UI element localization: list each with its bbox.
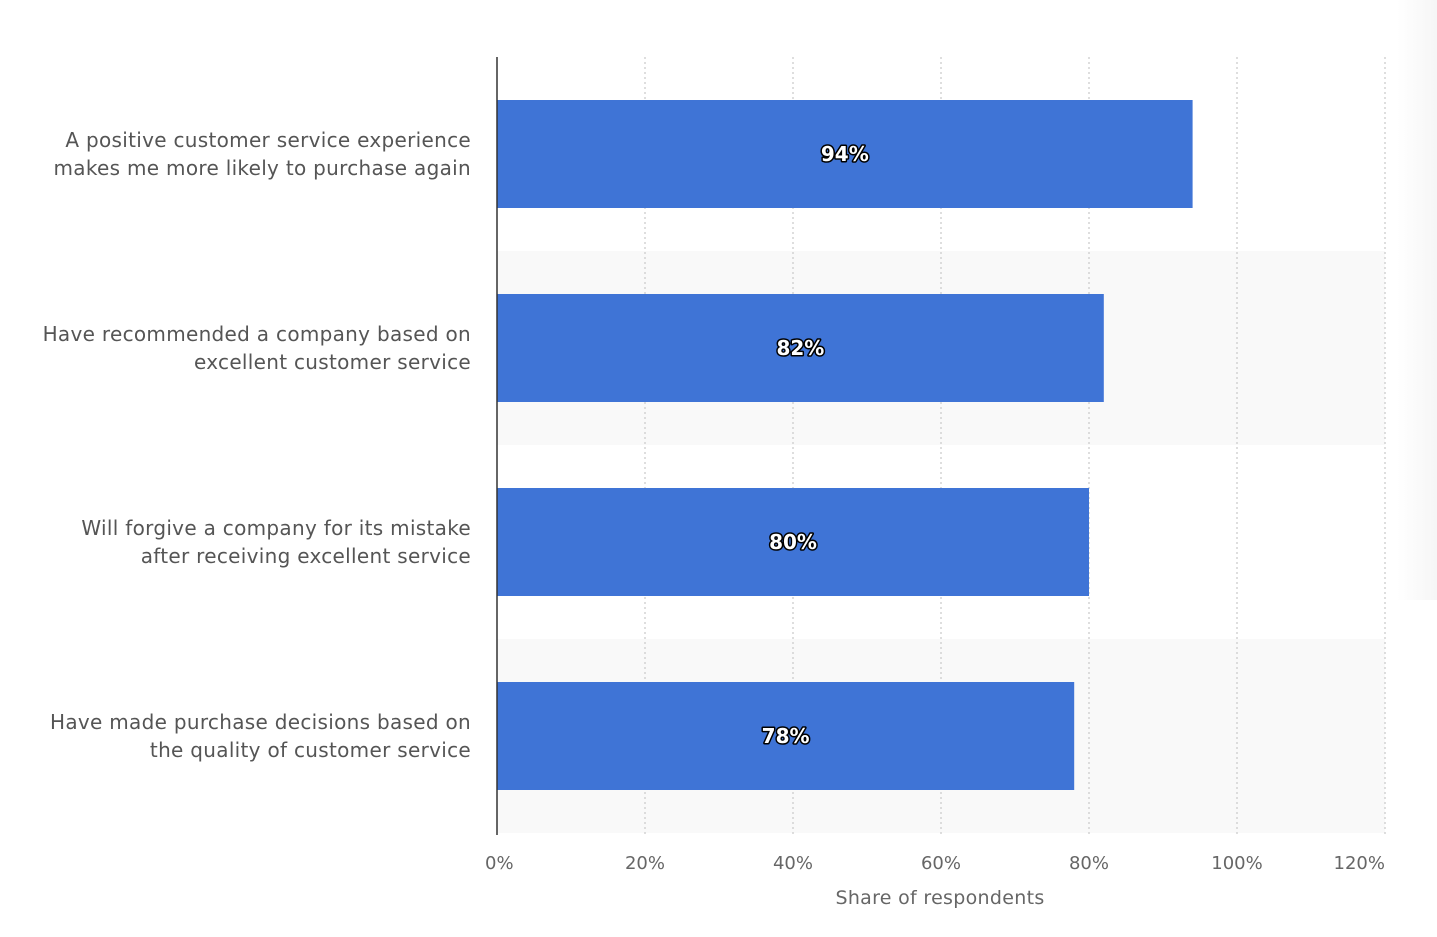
x-tick-label: 120% — [1334, 853, 1385, 874]
category-label: A positive customer service experience ma… — [54, 128, 471, 180]
category-label-line: the quality of customer service — [150, 738, 471, 762]
x-tick-label: 0% — [485, 853, 514, 874]
x-tick-label: 20% — [625, 853, 665, 874]
x-tick-labels: 0% 20% 40% 60% 80% 100% 120% — [485, 853, 1385, 874]
category-label-line: excellent customer service — [194, 350, 471, 374]
data-label: 78% — [762, 724, 810, 748]
bar[interactable] — [497, 682, 1075, 790]
category-labels: A positive customer service experience ma… — [43, 128, 471, 762]
x-axis-title: Share of respondents — [835, 887, 1044, 909]
category-label-line: A positive customer service experience — [65, 128, 471, 152]
bar[interactable] — [497, 100, 1193, 208]
category-label-line: makes me more likely to purchase again — [54, 156, 471, 180]
category-label: Will forgive a company for its mistake af… — [81, 516, 471, 568]
category-label-line: Will forgive a company for its mistake — [81, 516, 471, 540]
x-tick-label: 40% — [773, 853, 813, 874]
data-labels: 94% 82% 80% 78% — [760, 141, 870, 750]
data-label: 94% — [821, 142, 869, 166]
bars — [497, 100, 1193, 790]
category-label-line: after receiving excellent service — [141, 544, 471, 568]
data-label: 82% — [776, 336, 824, 360]
category-label-line: Have made purchase decisions based on — [50, 710, 471, 734]
data-label: 80% — [769, 530, 817, 554]
bar[interactable] — [497, 294, 1104, 402]
category-label: Have made purchase decisions based on the… — [50, 710, 471, 762]
bar[interactable] — [497, 488, 1089, 596]
x-tick-label: 80% — [1069, 853, 1109, 874]
category-label-line: Have recommended a company based on — [43, 322, 471, 346]
x-tick-label: 100% — [1211, 853, 1262, 874]
x-tick-label: 60% — [921, 853, 961, 874]
category-label: Have recommended a company based on excel… — [43, 322, 471, 374]
